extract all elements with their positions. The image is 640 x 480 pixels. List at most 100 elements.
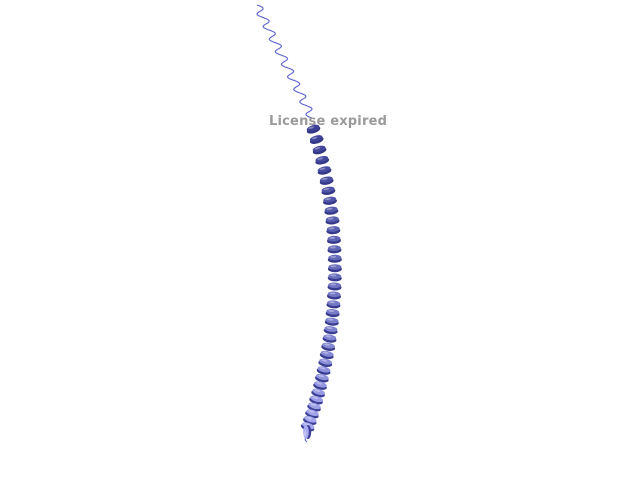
helix-highlight (328, 227, 335, 230)
helix-highlight (326, 207, 333, 210)
helix-turn (309, 135, 324, 144)
helix-highlight (324, 343, 331, 346)
helix-ribbon-front (321, 186, 335, 193)
coil-tail (256, 4, 313, 443)
helix-turn (314, 373, 329, 383)
helix-highlight (323, 187, 330, 191)
helix-turn (311, 388, 325, 398)
helix-turn (315, 155, 330, 165)
helix-turn (323, 196, 337, 205)
helix-highlight (316, 382, 323, 385)
helix-highlight (321, 359, 328, 362)
helix-ribbon-front (315, 155, 329, 163)
helix-ribbon-front (324, 206, 338, 213)
helix-turn (319, 350, 334, 360)
helix-turn (327, 264, 342, 273)
helix-highlight (330, 283, 337, 286)
helix-ribbon-front (315, 373, 329, 381)
helix-highlight (329, 236, 336, 240)
helix-ribbon-front (309, 135, 323, 142)
helix-ribbon-front (319, 176, 333, 183)
helix-turn (327, 254, 342, 263)
helix-ribbon-front (319, 358, 332, 365)
helix-ribbon-front (303, 425, 309, 439)
helix-turn (317, 166, 332, 175)
helix-ribbon-front (306, 409, 319, 417)
helix-ribbon-front (323, 334, 337, 341)
helix-highlight (328, 309, 335, 312)
helix-ribbon-front (317, 166, 331, 173)
helix-ribbon-front (327, 300, 341, 307)
helix-ribbon-front (324, 326, 338, 332)
license-expired-watermark: License expired (269, 114, 388, 129)
helix-highlight (325, 335, 332, 338)
helix-highlight (312, 396, 319, 399)
helix-turn (325, 309, 340, 318)
helix-ribbon-front (328, 273, 342, 280)
helix-highlight (306, 416, 313, 420)
helix-highlight (329, 246, 336, 249)
helix-ribbon-front (327, 235, 341, 242)
helix-turn (306, 124, 321, 134)
helix-ribbon-front (312, 145, 326, 152)
helix-highlight (321, 177, 328, 181)
helix-highlight (311, 136, 318, 140)
helix-turn (324, 317, 339, 326)
coil-strand (256, 4, 313, 119)
helix-turn (323, 326, 338, 335)
helix-turn (309, 395, 323, 405)
helix-turn (321, 342, 336, 351)
helix-turn (326, 291, 341, 300)
helix-turn (319, 176, 334, 185)
helix-highlight (317, 157, 324, 160)
helix-turn (313, 381, 327, 390)
helix-turn (307, 402, 321, 412)
helix-ribbon-front (328, 264, 342, 270)
helix-ribbon-front (326, 309, 340, 315)
helix-turn (327, 273, 342, 282)
helix-highlight (319, 167, 326, 171)
helix-turn (326, 226, 341, 235)
helix-ribbon-front (304, 415, 317, 423)
helix-highlight (330, 265, 337, 268)
helix-highlight (304, 430, 307, 437)
helix-ribbon-front (317, 366, 331, 373)
helix-ribbon-front (328, 282, 342, 289)
helix-highlight (325, 197, 332, 201)
helix-ribbon-front (310, 395, 323, 403)
helix-highlight (322, 351, 329, 354)
helix-ribbon-front (326, 226, 340, 232)
helix-turn (316, 366, 331, 375)
helix-ribbon-front (325, 317, 339, 324)
helix-highlight (308, 126, 315, 130)
helix-ribbon-front (314, 381, 327, 388)
helix-highlight (327, 217, 334, 220)
helix-ribbon-front (322, 342, 335, 349)
helix-turn (322, 334, 337, 343)
helix-highlight (314, 389, 321, 392)
helix-highlight (329, 301, 336, 304)
helix-ribbon-front (308, 402, 321, 410)
alpha-helix (300, 124, 342, 439)
helix-turn (312, 145, 327, 155)
helix-highlight (330, 274, 337, 277)
helix-highlight (318, 374, 324, 378)
helix-turn (326, 300, 341, 309)
helix-highlight (319, 367, 326, 370)
helix-highlight (314, 147, 321, 150)
helix-ribbon-front (306, 124, 320, 132)
helix-highlight (310, 403, 317, 406)
helix-ribbon-front (323, 196, 337, 203)
helix-turn (303, 425, 312, 439)
helix-turn (327, 245, 342, 254)
helix-turn (325, 216, 340, 225)
helix-ribbon-front (320, 350, 334, 357)
helix-ribbon-front (327, 291, 341, 298)
helix-highlight (329, 292, 336, 295)
helix-ribbon-front (327, 245, 341, 252)
helix-ribbon-front (312, 388, 325, 395)
helix-turn (321, 186, 336, 195)
helix-turn (324, 206, 339, 215)
